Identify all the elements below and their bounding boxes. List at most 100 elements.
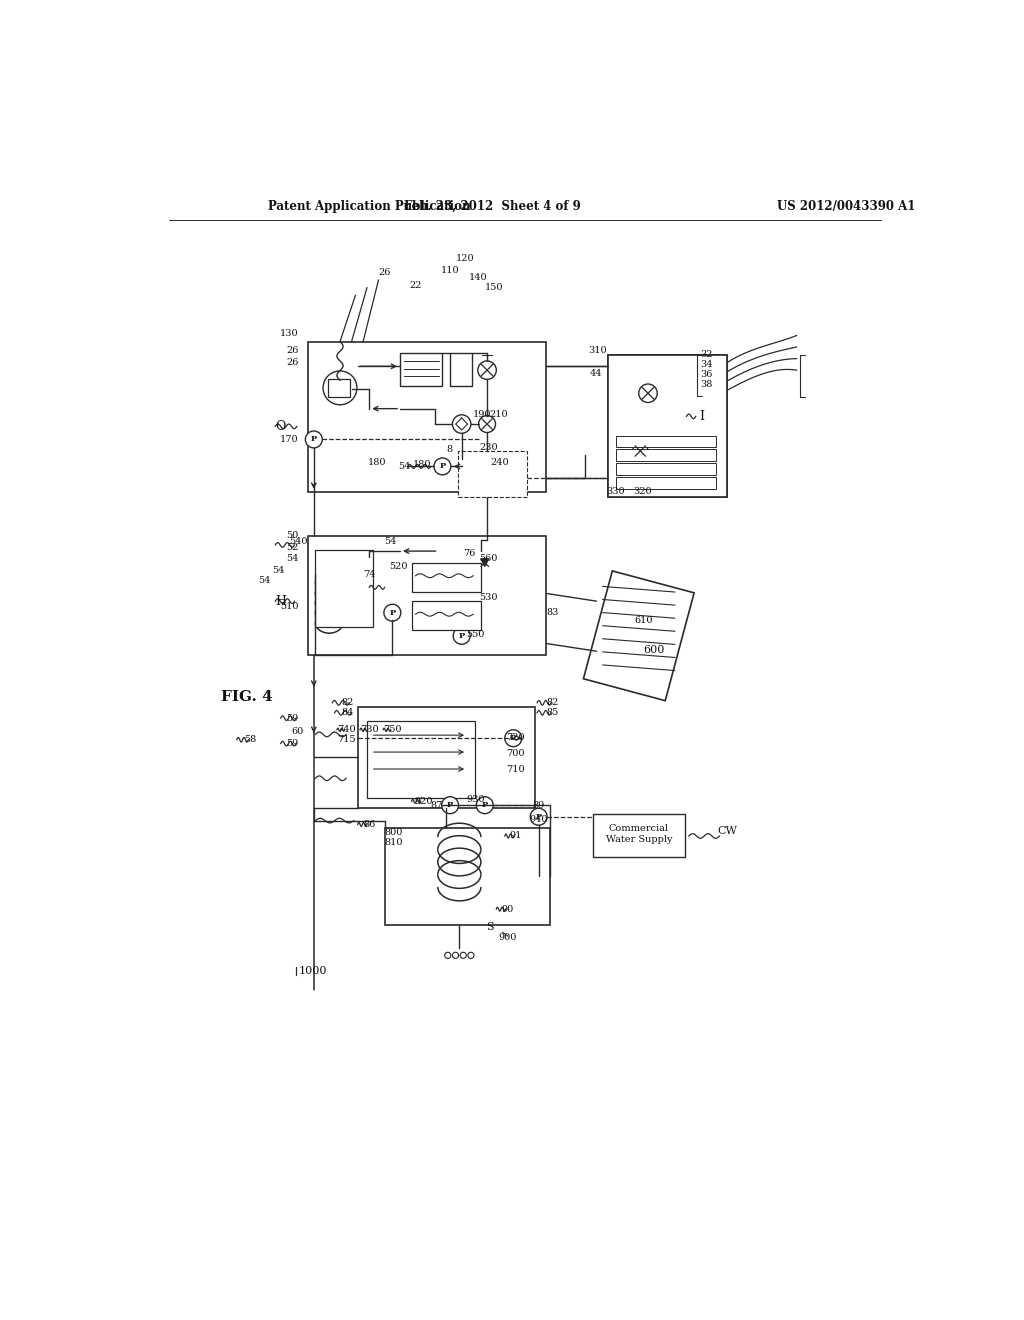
- Text: 54: 54: [397, 462, 410, 471]
- Text: 180: 180: [368, 458, 386, 467]
- Circle shape: [453, 414, 471, 433]
- Text: O: O: [275, 420, 286, 433]
- Circle shape: [478, 360, 497, 379]
- Circle shape: [384, 605, 400, 622]
- Text: 87: 87: [431, 801, 443, 809]
- Text: 540: 540: [289, 537, 307, 545]
- Bar: [329, 379, 350, 397]
- Text: 930: 930: [466, 795, 484, 804]
- Text: 85: 85: [547, 709, 559, 717]
- Text: 26: 26: [379, 268, 391, 277]
- Text: P: P: [536, 813, 542, 821]
- Text: 170: 170: [280, 436, 298, 444]
- Text: 920: 920: [414, 797, 432, 805]
- Circle shape: [434, 458, 451, 475]
- Bar: [307, 536, 547, 655]
- Text: 810: 810: [385, 838, 403, 846]
- Bar: [451, 354, 472, 385]
- Bar: [584, 572, 694, 701]
- Text: 510: 510: [280, 602, 298, 611]
- Text: 700: 700: [506, 750, 525, 758]
- Polygon shape: [481, 558, 488, 566]
- Text: 1000: 1000: [298, 966, 327, 975]
- Circle shape: [444, 952, 451, 958]
- Text: 50: 50: [286, 531, 298, 540]
- Circle shape: [639, 384, 657, 403]
- Circle shape: [460, 952, 466, 958]
- Text: 76: 76: [463, 549, 475, 558]
- Text: 900: 900: [499, 933, 517, 942]
- Text: 26: 26: [286, 358, 298, 367]
- Text: P: P: [389, 609, 395, 616]
- Text: 330: 330: [606, 487, 625, 495]
- Text: 740: 740: [337, 725, 355, 734]
- Text: 600: 600: [643, 644, 665, 655]
- Text: 74: 74: [364, 570, 376, 578]
- Circle shape: [633, 444, 648, 459]
- Text: 54: 54: [258, 576, 270, 585]
- Text: 240: 240: [490, 458, 510, 467]
- Circle shape: [505, 730, 521, 747]
- Bar: [315, 549, 373, 627]
- Text: 54: 54: [286, 554, 298, 564]
- Bar: [608, 355, 727, 498]
- Text: Commercial: Commercial: [608, 824, 669, 833]
- Text: P: P: [510, 734, 516, 742]
- Text: 22: 22: [410, 281, 422, 290]
- Text: 89: 89: [532, 801, 545, 809]
- Text: 91: 91: [509, 832, 522, 841]
- Text: FIG. 4: FIG. 4: [221, 690, 273, 705]
- Text: 530: 530: [479, 593, 498, 602]
- Text: 190: 190: [472, 411, 490, 420]
- Bar: [307, 342, 547, 492]
- Text: 60: 60: [292, 727, 304, 735]
- Text: 130: 130: [280, 330, 298, 338]
- Bar: [608, 355, 727, 498]
- Text: 120: 120: [457, 253, 475, 263]
- Text: 715: 715: [337, 735, 355, 744]
- Bar: [412, 562, 481, 591]
- Text: 520: 520: [389, 562, 408, 572]
- Text: 560: 560: [479, 554, 498, 564]
- Text: 940: 940: [529, 814, 548, 824]
- Circle shape: [441, 797, 459, 813]
- Text: P: P: [439, 462, 445, 470]
- Text: P: P: [459, 632, 465, 640]
- Text: 38: 38: [700, 380, 713, 389]
- Text: 59: 59: [286, 714, 298, 722]
- Text: 230: 230: [479, 442, 498, 451]
- Circle shape: [530, 808, 547, 825]
- Circle shape: [305, 430, 323, 447]
- Text: 54: 54: [385, 537, 397, 545]
- Circle shape: [454, 627, 470, 644]
- Text: 36: 36: [700, 371, 713, 379]
- Text: 110: 110: [440, 265, 460, 275]
- Text: 83: 83: [547, 609, 559, 618]
- Bar: [385, 829, 550, 924]
- Text: 82: 82: [547, 698, 559, 708]
- Text: 730: 730: [360, 725, 379, 734]
- Bar: [458, 451, 527, 498]
- Bar: [615, 436, 716, 447]
- Text: 750: 750: [383, 725, 401, 734]
- Text: I: I: [698, 409, 703, 422]
- Bar: [615, 449, 716, 461]
- Bar: [367, 721, 475, 799]
- Text: 86: 86: [364, 820, 376, 829]
- Bar: [357, 708, 535, 808]
- Circle shape: [453, 952, 459, 958]
- Text: P: P: [310, 436, 317, 444]
- Bar: [615, 478, 716, 488]
- Text: 82: 82: [341, 698, 354, 708]
- Text: 140: 140: [469, 273, 487, 282]
- Bar: [400, 354, 442, 385]
- Text: 54: 54: [272, 566, 285, 574]
- Text: Feb. 23, 2012  Sheet 4 of 9: Feb. 23, 2012 Sheet 4 of 9: [404, 199, 581, 213]
- Text: 34: 34: [700, 360, 713, 370]
- Text: P: P: [481, 801, 487, 809]
- Text: 59: 59: [286, 739, 298, 748]
- Text: Water Supply: Water Supply: [605, 834, 672, 843]
- Text: 8: 8: [446, 445, 453, 454]
- Text: 320: 320: [633, 487, 652, 495]
- Text: 58: 58: [244, 735, 256, 744]
